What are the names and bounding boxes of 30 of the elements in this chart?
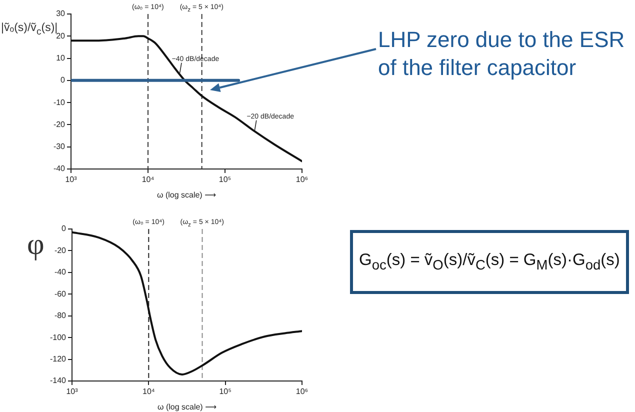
x-tick-label: 10⁶ (296, 387, 308, 396)
y-tick-label: -80 (54, 311, 67, 320)
text: LHP zero due to the ESR of the filter capacitor (378, 26, 626, 82)
y-tick-label: 0 (62, 224, 67, 234)
y-tick-label: -40 (53, 164, 66, 174)
y-tick-label: -100 (50, 332, 67, 342)
y-tick-label: 10 (56, 53, 66, 62)
y-axis-title: |ṽₒ(s)/ṽ$_{c}$(s)| (1, 22, 58, 38)
y-tick-label: -140 (50, 376, 67, 386)
x-tick-label: 10³ (66, 387, 78, 396)
x-tick-label: 10⁶ (296, 175, 308, 184)
x-tick-label: 10⁴ (142, 387, 156, 396)
x-axis-title: ω (log scale) ⟶ (157, 402, 218, 412)
x-axis-title: ω (log scale) ⟶ (156, 190, 217, 200)
y-tick-label: -60 (54, 289, 67, 298)
x-tick-label: 10⁴ (142, 175, 155, 184)
y-tick-label: -40 (54, 268, 67, 277)
y-tick-label: -120 (50, 354, 67, 364)
y-tick-label: -20 (54, 246, 67, 255)
x-tick-label: 10⁵ (218, 175, 232, 184)
y-tick-label: -30 (53, 142, 66, 152)
x-tick-label: 10³ (65, 175, 78, 184)
y-tick-label: 0 (60, 76, 66, 85)
y-tick-label: -20 (53, 120, 66, 129)
text: G$_{oc}$(s) = ṽ$_{O}$(s)/ṽ$_{C}$(s) = G$_{M}$(s)·G$_{od}$(s) (359, 251, 620, 273)
y-tick-label: -10 (53, 98, 66, 107)
y-axis-title: φ (27, 227, 44, 263)
y-tick-label: 20 (56, 31, 66, 40)
y-tick-label: 30 (56, 9, 66, 18)
x-tick-label: 10⁵ (219, 387, 232, 396)
